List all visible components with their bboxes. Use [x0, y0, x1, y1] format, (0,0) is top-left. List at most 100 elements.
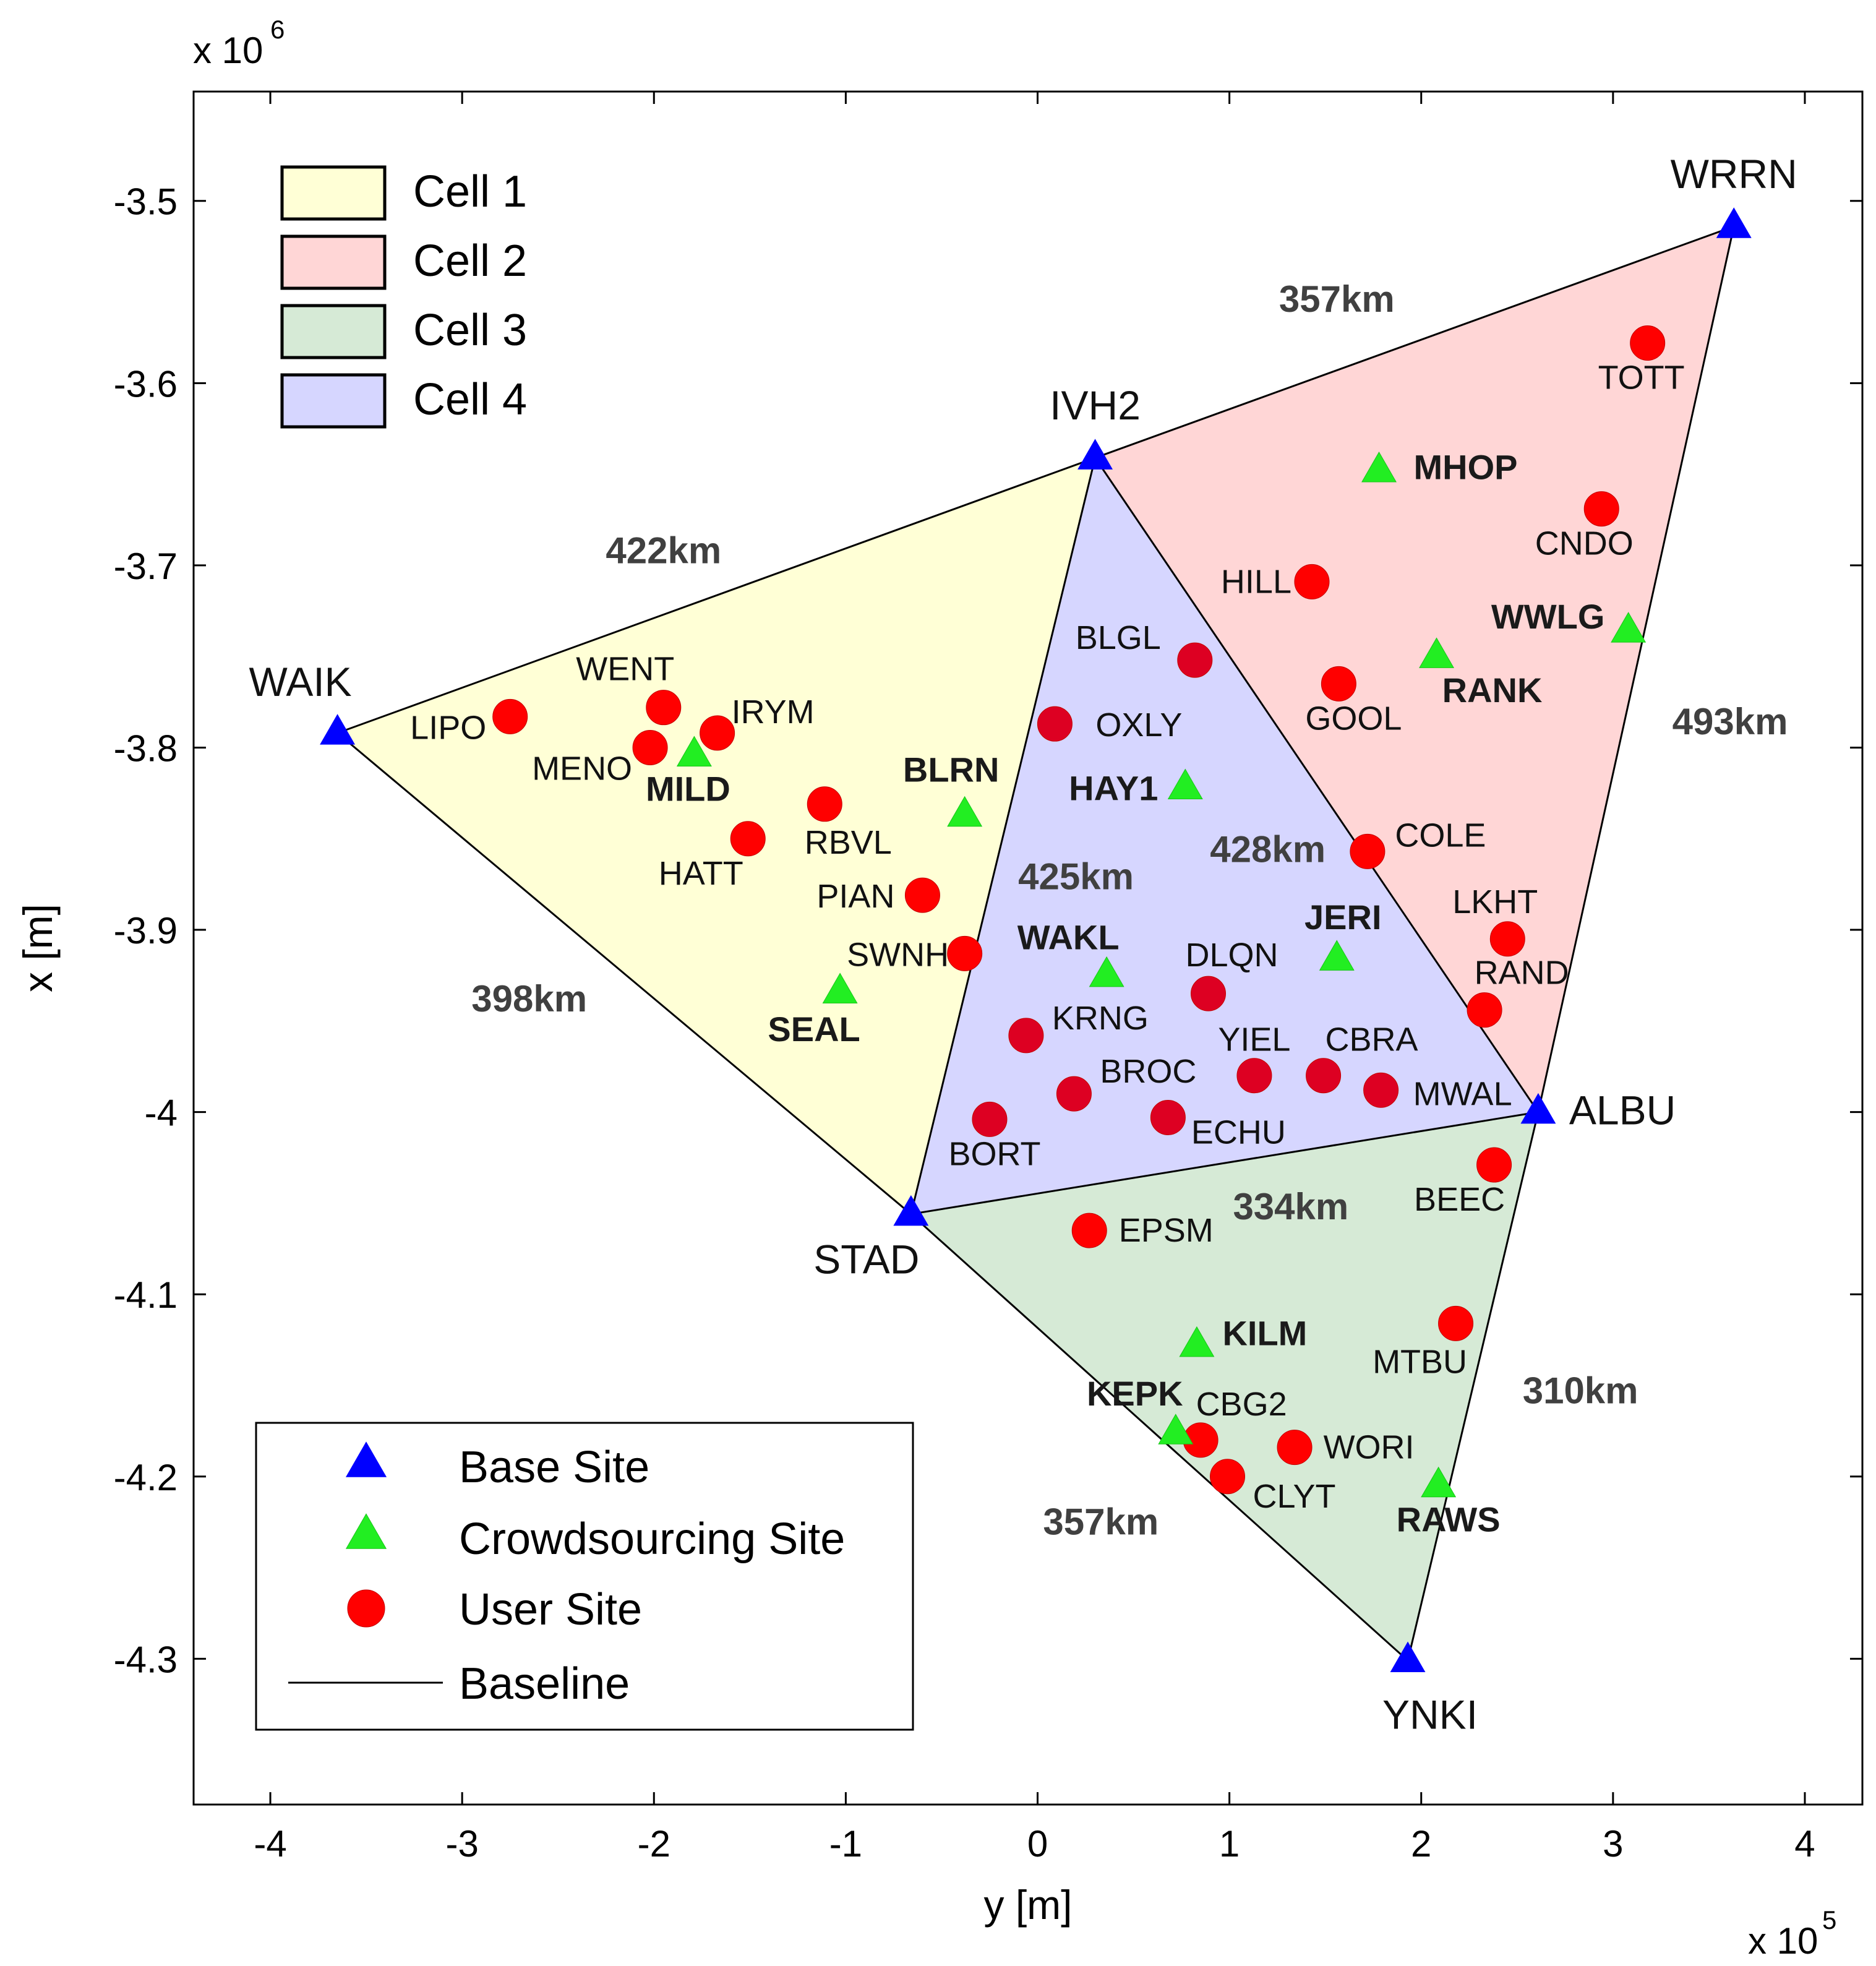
- crowd-site-mhop-marker: [1361, 451, 1397, 483]
- user-site-beec-label: BEEC: [1414, 1181, 1505, 1218]
- user-site-krng-label: KRNG: [1052, 1000, 1149, 1037]
- x-scale-base: x 10: [1748, 1920, 1818, 1962]
- legend-label-crowdsourcing-site: Crowdsourcing Site: [459, 1514, 845, 1564]
- base-site-wrrn-marker: [1716, 207, 1752, 238]
- legend-label-cell-1: Cell 1: [413, 167, 527, 217]
- user-site-yiel-label: YIEL: [1218, 1021, 1290, 1058]
- user-site-tott-label: TOTT: [1598, 359, 1685, 397]
- user-site-dlqn-marker: [1191, 976, 1227, 1011]
- user-site-cole-marker: [1350, 833, 1386, 869]
- distance-label-6: 334km: [1233, 1186, 1348, 1227]
- base-site-ivh2-label: IVH2: [1050, 382, 1141, 428]
- legend-label-base-site: Base Site: [459, 1443, 649, 1492]
- baseline-ivh2-stad: [910, 457, 1096, 1214]
- user-site-rand-label: RAND: [1475, 955, 1569, 992]
- baseline-ivh2-albu: [1094, 457, 1540, 1113]
- user-site-mwal-label: MWAL: [1413, 1075, 1512, 1112]
- base-site-albu-marker: [1520, 1092, 1556, 1124]
- legend-user-site-icon: [347, 1589, 385, 1628]
- user-site-blgl-marker: [1177, 642, 1213, 678]
- base-site-ynki-label: YNKI: [1382, 1691, 1478, 1737]
- user-site-mwal-marker: [1363, 1072, 1399, 1108]
- base-site-ynki-marker: [1390, 1641, 1426, 1673]
- user-site-tott-marker: [1630, 325, 1666, 361]
- user-site-bort-marker: [972, 1101, 1008, 1137]
- base-site-albu-label: ALBU: [1569, 1088, 1676, 1133]
- user-site-cndo-label: CNDO: [1535, 525, 1634, 562]
- y-tick-label: -3.5: [114, 181, 178, 223]
- baseline-stad-albu: [910, 1111, 1539, 1216]
- user-site-meno-marker: [632, 729, 668, 765]
- user-site-cbra-label: CBRA: [1326, 1021, 1418, 1058]
- x-scale-factor: x 10 5: [1748, 1905, 1836, 1962]
- crowd-site-raws-marker: [1421, 1466, 1457, 1498]
- baselines-layer: [336, 225, 1735, 1662]
- baseline-waik-ivh2: [337, 457, 1096, 734]
- crowd-site-kepk-marker: [1158, 1414, 1194, 1444]
- legend-sites: Base Site Crowdsourcing Site User Site Base…: [255, 1422, 914, 1731]
- user-site-lipo-marker: [492, 698, 528, 734]
- base-site-stad-label: STAD: [813, 1237, 919, 1282]
- user-site-echu-marker: [1150, 1099, 1186, 1135]
- user-site-pian-marker: [904, 877, 940, 913]
- y-tick-label: -3.8: [114, 728, 178, 769]
- user-site-lkht-marker: [1489, 921, 1525, 957]
- user-site-yiel-marker: [1236, 1058, 1272, 1094]
- user-site-swnh-marker: [947, 935, 983, 971]
- x-tick-label: 1: [1219, 1823, 1240, 1865]
- distance-label-8: 357km: [1043, 1501, 1159, 1542]
- user-site-irym-marker: [700, 715, 735, 751]
- legend-swatch-cell-1: [280, 165, 387, 221]
- crowd-site-mild-label: MILD: [646, 769, 730, 808]
- user-site-dlqn-label: DLQN: [1185, 937, 1278, 974]
- legend-label-user-site: User Site: [459, 1585, 642, 1634]
- user-site-hill-marker: [1294, 564, 1330, 599]
- user-site-oxly-label: OXLY: [1095, 706, 1182, 744]
- user-site-mtbu-label: MTBU: [1373, 1343, 1467, 1380]
- y-tick-label: -4.1: [114, 1274, 178, 1316]
- crowd-site-rank-marker: [1419, 637, 1455, 668]
- user-site-wori-marker: [1277, 1430, 1313, 1466]
- user-site-cole-label: COLE: [1395, 817, 1486, 854]
- baseline-ivh2-wrrn: [1095, 225, 1734, 459]
- crowd-site-mhop-label: MHOP: [1414, 448, 1518, 487]
- site-labels-layer: WAIK IVH2 WRRN STAD ALBU YNKI MILD BLRN SEAL HAY1…: [249, 151, 1797, 1737]
- x-tick-label: 3: [1603, 1823, 1623, 1865]
- baseline-albu-ynki: [1407, 1112, 1540, 1661]
- y-tick-label: -4.2: [114, 1457, 178, 1498]
- distance-label-1: 422km: [606, 530, 721, 571]
- cell-region-cell-2: [1095, 226, 1734, 1112]
- user-site-bort-label: BORT: [948, 1135, 1040, 1172]
- user-site-echu-label: ECHU: [1191, 1114, 1286, 1151]
- crowd-site-raws-label: RAWS: [1397, 1500, 1501, 1539]
- x-tick-label: 0: [1027, 1823, 1048, 1865]
- legend-swatch-cell-2: [280, 234, 387, 290]
- user-site-blgl-label: BLGL: [1076, 619, 1161, 656]
- y-scale-base: x 10: [193, 30, 263, 71]
- user-site-clyt-label: CLYT: [1253, 1478, 1336, 1515]
- distance-label-2: 493km: [1673, 701, 1788, 742]
- plot-area-frame: [192, 90, 1864, 1806]
- user-site-epsm-label: EPSM: [1119, 1212, 1214, 1249]
- user-site-hatt-label: HATT: [659, 855, 743, 892]
- user-site-wori-label: WORI: [1324, 1429, 1415, 1466]
- crowd-site-kilm-label: KILM: [1222, 1314, 1307, 1353]
- crowd-site-hay1-label: HAY1: [1069, 768, 1158, 807]
- crowd-site-wwlg-label: WWLG: [1491, 597, 1604, 636]
- distance-label-7: 310km: [1523, 1370, 1638, 1411]
- user-site-krng-marker: [1008, 1018, 1044, 1054]
- x-axis-label: y [m]: [984, 1882, 1073, 1928]
- crowd-site-mild-marker: [676, 736, 712, 766]
- x-tick-label: -2: [638, 1823, 670, 1865]
- y-tick-label: -3.9: [114, 910, 178, 951]
- crowd-site-wakl-label: WAKL: [1017, 918, 1120, 957]
- y-axis-label: x [m]: [15, 904, 61, 992]
- crowd-site-jeri-marker: [1319, 940, 1355, 971]
- user-site-cbg2-label: CBG2: [1196, 1386, 1287, 1423]
- crowd-site-seal-marker: [822, 972, 858, 1003]
- user-site-epsm-marker: [1071, 1213, 1107, 1248]
- crowd-site-rank-label: RANK: [1442, 671, 1543, 710]
- x-tick-label: 2: [1411, 1823, 1431, 1865]
- distance-label-4: 428km: [1210, 828, 1326, 870]
